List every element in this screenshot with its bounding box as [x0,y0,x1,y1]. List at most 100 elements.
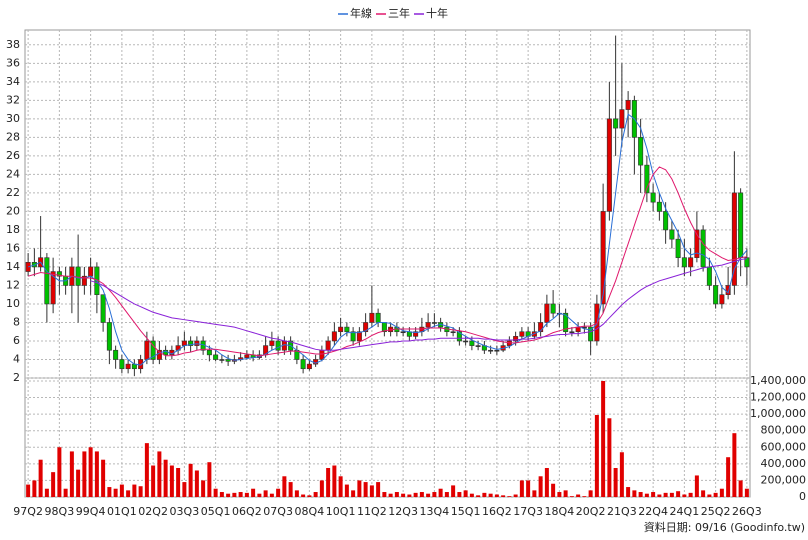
candle-body [138,359,144,370]
candle-body [675,238,681,258]
x-tick-label: 15Q1 [451,505,481,518]
x-tick-label: 07Q3 [263,505,293,518]
volume-bar [513,494,518,497]
y-tick-label: 12 [6,278,20,291]
y-tick-label: 28 [6,130,20,143]
volume-bar [663,492,668,497]
volume-bar [276,488,281,497]
candle-body [350,331,356,342]
volume-bar [488,493,493,497]
candle-body [206,349,212,356]
volume-bar [69,451,74,497]
x-tick-label: 10Q1 [326,505,356,518]
volume-bar [713,492,718,497]
candle-body [588,326,594,342]
candle-body [150,340,156,360]
y-tick-label: 32 [6,93,20,106]
volume-bar [157,451,162,497]
candle-body [375,312,381,323]
candle-body [400,331,406,334]
candle-body [413,331,419,337]
volume-bar [201,480,206,497]
y-tick-label: 34 [6,75,20,88]
candle-body [669,229,675,240]
candle-body [44,257,50,305]
y-tick-label: 22 [6,186,20,199]
volume-bar [732,433,737,497]
candle-body [338,326,344,333]
volume-bar [301,494,306,497]
volume-bar [601,380,606,497]
volume-bar [519,480,524,497]
candle-body [225,359,231,362]
y-tick-label: 14 [6,260,20,273]
candle-body [456,331,462,342]
candle-body [25,262,31,272]
volume-bar [232,492,237,497]
candle-body [475,345,481,347]
volume-bar [82,451,87,497]
volume-bar [657,494,662,497]
volume-bar [501,495,506,497]
volume-bar [226,493,231,497]
x-tick-label: 11Q2 [357,505,387,518]
y-tick-label: 30 [6,112,20,125]
candle-body [119,359,125,370]
ma-line [90,258,747,351]
candle-body [738,192,744,258]
candle-body [544,303,550,323]
volume-bar [257,493,262,497]
volume-bar [726,457,731,497]
candle-body [625,100,631,110]
volume-bar [251,488,256,497]
x-tick-label: 26Q3 [732,505,762,518]
volume-bar [313,492,318,497]
candle-body [369,312,375,323]
candle-body [344,326,350,333]
legend-label: 三年 [388,6,410,20]
volume-bar [613,467,618,497]
volume-bar [544,467,549,497]
volume-bar [282,476,287,497]
volume-bar [644,493,649,497]
candle-body [569,331,575,334]
volume-bar [294,490,299,497]
volume-bar [538,476,543,497]
volume-bar [219,492,224,497]
x-tick-label: 17Q3 [513,505,543,518]
volume-bar [669,492,674,497]
candle-body [706,266,712,286]
volume-bar [119,484,124,497]
volume-bar [163,459,168,497]
x-tick-label: 13Q4 [420,505,450,518]
candle-body [719,294,725,305]
y-tick-label: 38 [6,38,20,51]
x-tick-label: 06Q2 [232,505,262,518]
candle-body [538,322,544,333]
candle-body [106,322,112,351]
candle-body [519,331,525,337]
volume-bar [269,493,274,497]
candle-body [319,349,325,360]
volume-bar [432,492,437,497]
volume-bar [413,492,418,497]
volume-bar [463,490,468,497]
volume-bar [626,487,631,497]
volume-bar [388,493,393,497]
candle-body [713,285,719,305]
y2-tick-label: 800,000 [761,424,807,437]
volume-bar [619,452,624,497]
volume-bar [363,482,368,497]
volume-bar [182,482,187,497]
volume-bar [419,492,424,497]
volume-bar [207,462,212,497]
candle-body [694,229,700,258]
volume-bar [326,467,331,497]
y-tick-label: 36 [6,56,20,69]
x-tick-label: 16Q2 [482,505,512,518]
volume-bar [169,465,174,497]
candle-body [656,201,662,212]
volume-bar [707,494,712,497]
x-tick-label: 12Q3 [388,505,418,518]
candle-body [306,363,312,370]
